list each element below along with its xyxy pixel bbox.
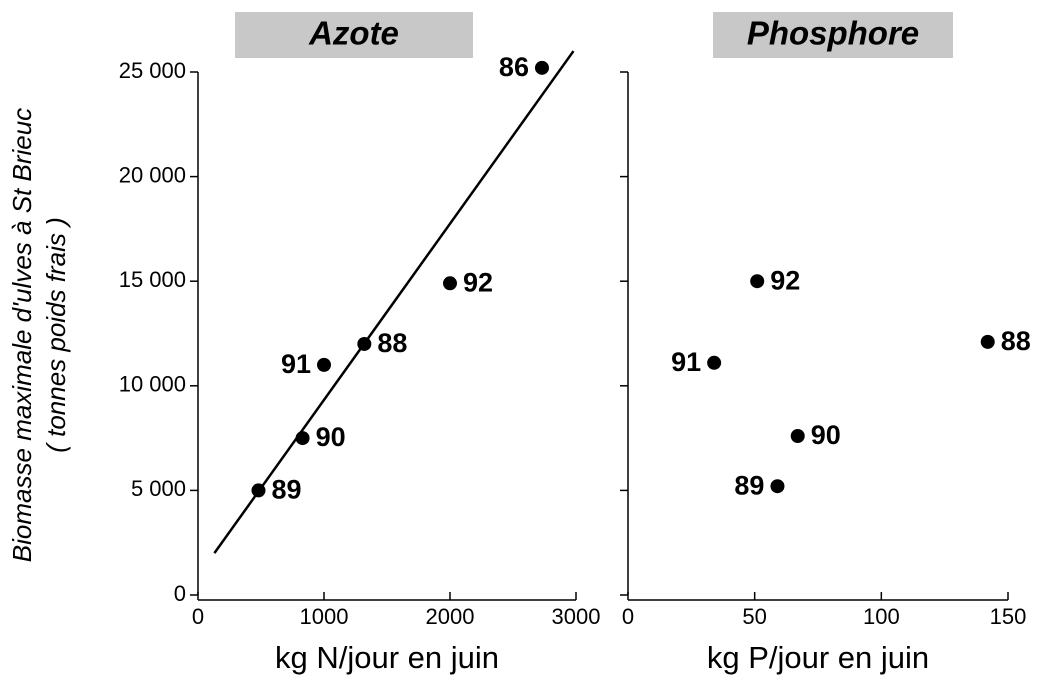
y-tick-label: 5 000 — [131, 476, 186, 501]
point-label: 91 — [671, 347, 701, 377]
point-label: 90 — [811, 420, 841, 450]
y-tick-label: 10 000 — [119, 372, 186, 397]
x-tick-label: 50 — [742, 604, 766, 629]
data-point — [317, 357, 331, 372]
x-tick-label: 0 — [622, 604, 634, 629]
title-box — [235, 12, 473, 58]
y-tick-label: 15 000 — [119, 267, 186, 292]
chart-title: Azote — [308, 15, 399, 52]
point-label: 91 — [281, 349, 311, 379]
point-label: 92 — [463, 267, 493, 297]
y-axis-label: ( tonnes poids frais ) — [41, 217, 71, 453]
point-label: 88 — [377, 328, 407, 358]
data-point — [357, 336, 372, 351]
point-label: 88 — [1001, 326, 1031, 356]
x-tick-label: 1000 — [300, 604, 349, 629]
x-axis-label: kg P/jour en juin — [707, 640, 929, 675]
x-tick-label: 150 — [990, 604, 1027, 629]
chart-title: Phosphore — [747, 15, 919, 52]
point-label: 86 — [499, 52, 529, 82]
data-point — [750, 274, 765, 289]
point-label: 89 — [271, 475, 301, 505]
title-box — [713, 12, 953, 58]
data-point — [443, 276, 457, 291]
data-point — [251, 483, 266, 498]
trend-line — [213, 50, 575, 554]
x-tick-label: 3000 — [552, 604, 601, 629]
data-point — [980, 334, 995, 349]
y-tick-label: 20 000 — [119, 162, 186, 187]
data-point — [534, 60, 549, 75]
y-tick-label: 0 — [174, 581, 186, 606]
data-point — [295, 431, 310, 446]
x-axis-label: kg N/jour en juin — [275, 640, 499, 675]
y-axis-label: Biomasse maximale d'ulves à St Brieuc — [7, 108, 37, 562]
point-label: 92 — [770, 265, 800, 295]
point-label: 90 — [316, 422, 346, 452]
x-tick-label: 100 — [863, 604, 900, 629]
point-label: 89 — [734, 470, 764, 500]
x-tick-label: 0 — [192, 604, 204, 629]
y-tick-label: 25 000 — [119, 58, 186, 83]
data-point — [790, 429, 805, 444]
data-point — [707, 355, 722, 370]
x-tick-label: 2000 — [426, 604, 475, 629]
data-point — [770, 479, 785, 494]
